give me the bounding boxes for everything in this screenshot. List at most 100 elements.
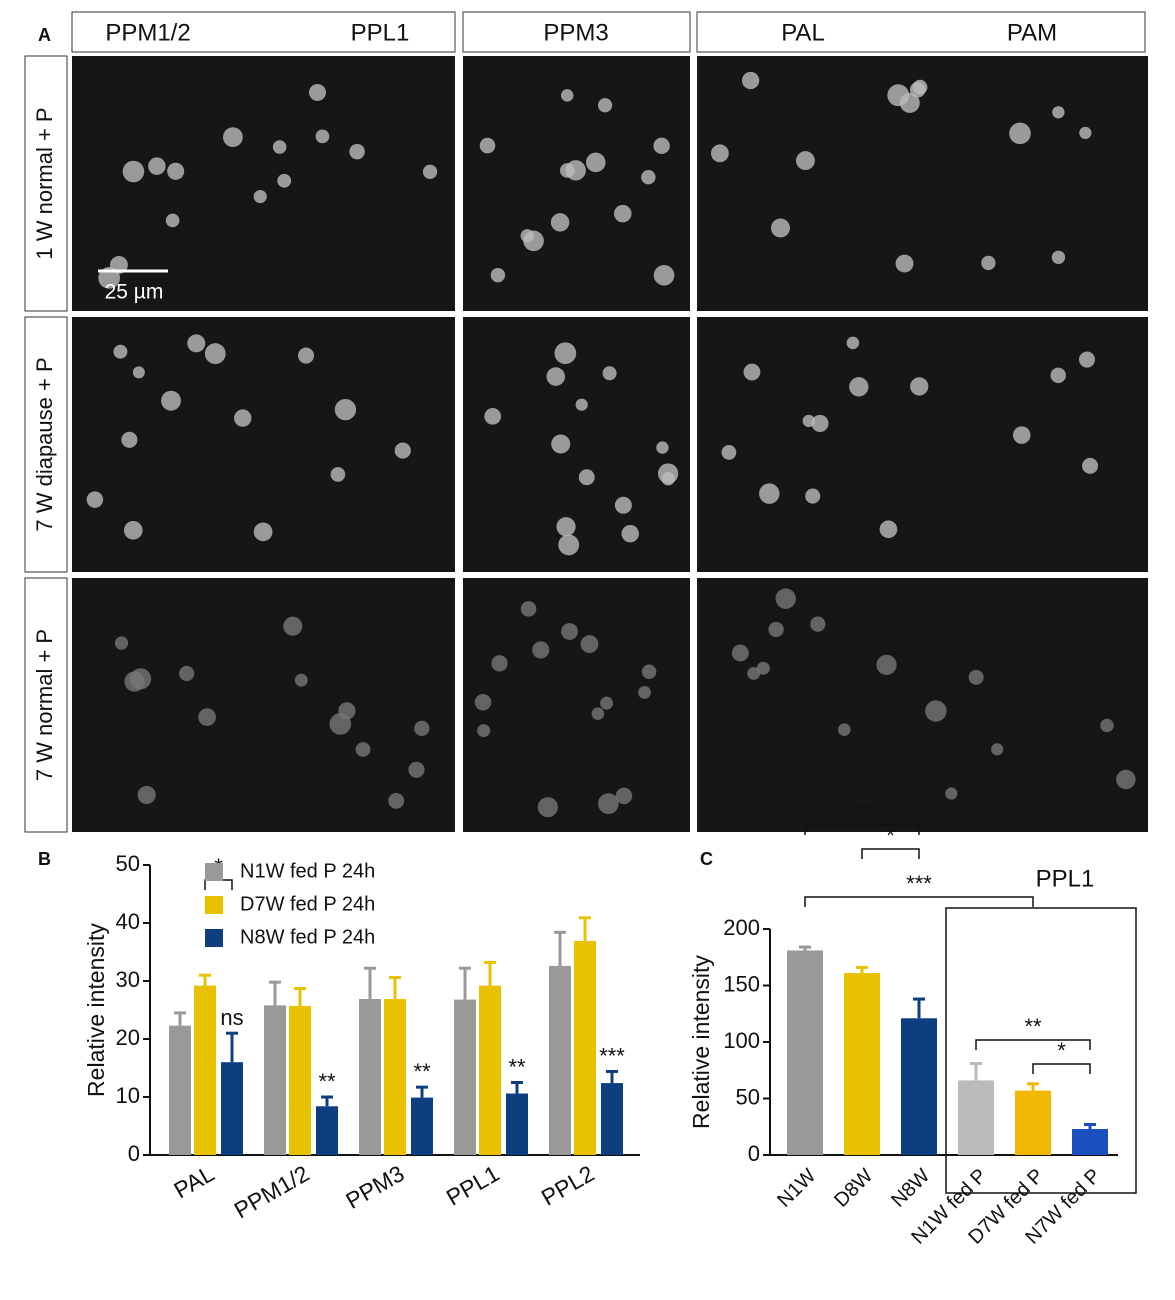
neuron-blob — [846, 336, 860, 350]
neuron-blob — [653, 264, 675, 286]
bar — [1072, 1129, 1108, 1155]
neuron-blob — [598, 793, 619, 814]
neuron-blob — [554, 342, 577, 365]
bar — [194, 985, 216, 1155]
row-label: 1 W normal + P — [32, 107, 57, 259]
y-tick-label: 0 — [128, 1141, 140, 1166]
column-header: PAM — [1007, 19, 1057, 46]
neuron-blob — [122, 160, 145, 183]
neuron-blob — [414, 720, 430, 737]
neuron-blob — [1078, 351, 1096, 368]
neuron-blob — [895, 254, 914, 273]
neuron-blob — [349, 143, 365, 160]
row-label-box — [24, 55, 68, 312]
neuron-blob — [113, 344, 128, 359]
neuron-blob — [121, 431, 138, 448]
neuron-blob — [661, 471, 675, 486]
bracket-label: * — [886, 823, 895, 848]
bracket — [804, 824, 920, 835]
neuron-blob — [187, 334, 206, 353]
bracket-label: ** — [853, 799, 871, 824]
y-tick-label: 30 — [116, 967, 140, 992]
neuron-blob — [479, 137, 496, 154]
neuron-blob — [770, 218, 790, 238]
neuron-blob — [614, 496, 632, 514]
neuron-blob — [810, 616, 826, 632]
row-label: 7 W normal + P — [32, 629, 57, 781]
neuron-blob — [621, 524, 639, 543]
neuron-blob — [272, 140, 287, 154]
header-box — [462, 11, 691, 53]
y-tick-label: 100 — [723, 1028, 760, 1053]
micrograph — [72, 56, 455, 311]
neuron-blob — [1079, 126, 1092, 139]
neuron-blob — [523, 230, 544, 252]
neuron-blob — [775, 588, 796, 609]
bar — [479, 985, 501, 1155]
neuron-blob — [909, 82, 926, 98]
neuron-blob — [315, 129, 330, 144]
neuron-blob — [721, 445, 737, 460]
neuron-blob — [123, 520, 143, 540]
fed-group-box — [945, 907, 1137, 1194]
neuron-blob — [1009, 122, 1031, 145]
neuron-blob — [899, 92, 920, 113]
column-header: PAL — [781, 19, 825, 46]
panel-label: A — [38, 25, 51, 45]
bracket-label: ** — [1024, 1014, 1042, 1039]
x-tick-label: PAL — [169, 1160, 218, 1204]
y-axis-label: Relative intensity — [83, 923, 109, 1097]
neuron-blob — [422, 164, 438, 179]
legend-swatch — [205, 929, 223, 947]
neuron-blob — [968, 669, 984, 685]
x-tick-label: N1W — [773, 1165, 820, 1212]
micrograph — [463, 578, 690, 832]
bracket — [1032, 1063, 1091, 1074]
neuron-blob — [710, 144, 729, 163]
neuron-blob — [741, 71, 760, 90]
y-tick-label: 0 — [748, 1141, 760, 1166]
y-tick-label: 40 — [116, 909, 140, 934]
neuron-blob — [338, 702, 356, 720]
neuron-blob — [546, 367, 566, 386]
neuron-blob — [615, 787, 633, 805]
neuron-blob — [756, 661, 770, 675]
row-label: 7 W diapause + P — [32, 357, 57, 531]
bar — [958, 1080, 994, 1155]
neuron-blob — [743, 363, 761, 381]
neuron-blob — [334, 398, 357, 421]
neuron-blob — [537, 797, 558, 818]
neuron-blob — [910, 377, 929, 396]
bar — [601, 1083, 623, 1155]
neuron-blob — [747, 667, 761, 680]
neuron-blob — [179, 665, 195, 682]
micrograph — [72, 578, 455, 832]
bar — [289, 1005, 311, 1155]
neuron-blob — [550, 213, 570, 232]
micrograph — [697, 56, 1148, 311]
legend-label: D7W fed P 24h — [240, 893, 375, 915]
neuron-blob — [805, 488, 821, 504]
neuron-blob — [591, 707, 605, 720]
neuron-blob — [641, 664, 657, 679]
row-label-box — [24, 577, 68, 833]
neuron-blob — [294, 673, 308, 687]
bar — [901, 1018, 937, 1155]
neuron-blob — [86, 491, 104, 508]
y-tick-label: 20 — [116, 1025, 140, 1050]
bar — [169, 1025, 191, 1155]
column-header: PPM1/2 — [105, 19, 190, 46]
bar — [787, 950, 823, 1155]
neuron-blob — [198, 708, 216, 726]
row-label-box — [24, 316, 68, 573]
y-tick-label: 150 — [723, 971, 760, 996]
significance: ** — [318, 1069, 336, 1094]
neuron-blob — [560, 89, 574, 102]
bar — [1015, 1090, 1051, 1155]
neuron-blob — [613, 204, 632, 223]
neuron-blob — [656, 441, 669, 454]
x-tick-label: PPL2 — [537, 1160, 599, 1211]
scale-bar-label: 25 µm — [105, 281, 164, 304]
bar — [316, 1106, 338, 1155]
